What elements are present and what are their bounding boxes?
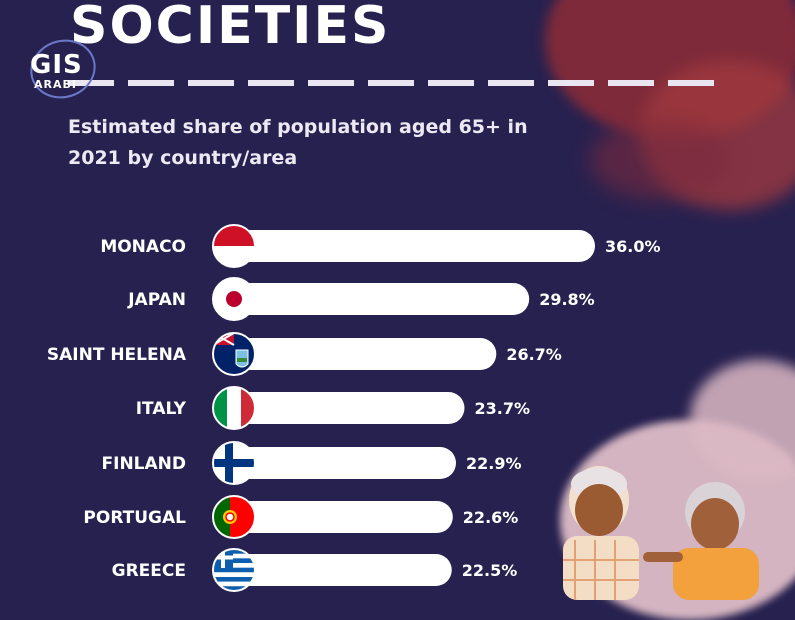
bar-chart: MONACO 36.0% JAPAN 29.8% SAINT HELENA 26.7% IT… [47, 224, 661, 592]
italy-flag-icon [212, 386, 256, 430]
dashed-divider [68, 80, 728, 86]
value-label: 22.6% [463, 508, 519, 527]
bar [213, 338, 497, 370]
chart-row: MONACO 36.0% [100, 224, 661, 268]
logo-text: GIS [30, 50, 83, 80]
elderly-couple-illustration [563, 466, 759, 600]
japan-flag-icon [212, 277, 256, 321]
category-label: GREECE [112, 561, 186, 581]
bar [213, 554, 452, 586]
value-label: 26.7% [506, 345, 562, 364]
value-label: 22.5% [462, 561, 518, 580]
chart-row: GREECE 22.5% [112, 548, 518, 592]
chart-row: ITALY 23.7% [136, 386, 530, 430]
bar [213, 283, 530, 315]
value-label: 36.0% [605, 237, 661, 256]
bar [213, 230, 595, 262]
value-label: 23.7% [474, 399, 530, 418]
chart-row: FINLAND 22.9% [102, 441, 522, 485]
category-label: FINLAND [102, 454, 187, 474]
gis-arabi-logo: GIS ARABI [10, 31, 110, 107]
value-label: 29.8% [539, 290, 595, 309]
greece-flag-icon [212, 548, 256, 592]
portugal-flag-icon [212, 495, 256, 539]
chart-row: JAPAN 29.8% [127, 277, 595, 321]
bar [213, 392, 465, 424]
page-title: SOCIETIES [70, 0, 391, 56]
value-label: 22.9% [466, 454, 522, 473]
category-label: JAPAN [127, 290, 186, 310]
monaco-flag-icon [212, 224, 256, 268]
chart-subtitle: Estimated share of population aged 65+ i… [68, 116, 528, 169]
chart-row: PORTUGAL 22.6% [83, 495, 519, 539]
category-label: ITALY [136, 399, 187, 419]
bar [213, 447, 456, 479]
finland-flag-icon [212, 441, 256, 485]
category-label: SAINT HELENA [47, 345, 187, 365]
bar [213, 501, 453, 533]
chart-row: SAINT HELENA 26.7% [47, 332, 562, 376]
category-label: MONACO [100, 237, 186, 257]
background-blob-red [590, 120, 730, 200]
saint-helena-flag-icon [212, 332, 256, 376]
background-cloud [690, 360, 795, 480]
logo-subtext: ARABI [34, 78, 77, 91]
category-label: PORTUGAL [83, 508, 186, 528]
